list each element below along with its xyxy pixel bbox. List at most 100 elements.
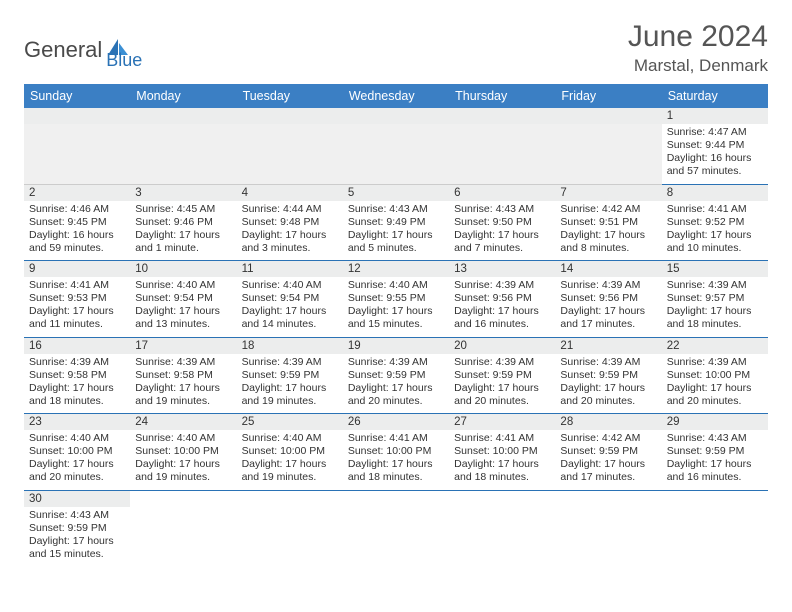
calendar-cell (237, 108, 343, 185)
day-number: 12 (343, 261, 449, 277)
calendar-cell: 9Sunrise: 4:41 AMSunset: 9:53 PMDaylight… (24, 261, 130, 338)
day-number: 24 (130, 414, 236, 430)
day-info: Sunrise: 4:41 AMSunset: 10:00 PMDaylight… (454, 432, 550, 485)
calendar-cell: 8Sunrise: 4:41 AMSunset: 9:52 PMDaylight… (662, 185, 768, 262)
day-info: Sunrise: 4:43 AMSunset: 9:49 PMDaylight:… (348, 203, 444, 256)
calendar-cell: 4 Sunrise: 4:44 AMSunset: 9:48 PMDaylight… (237, 185, 343, 262)
day-info: Sunrise: 4:46 AMSunset: 9:45 PMDaylight:… (29, 203, 125, 256)
calendar-cell: 12 Sunrise: 4:40 AMSunset: 9:55 PMDayligh… (343, 261, 449, 338)
day-info: Sunrise: 4:40 AMSunset: 10:00 PMDaylight… (29, 432, 125, 485)
day-number: 27 (449, 414, 555, 430)
calendar-cell: 17 Sunrise: 4:39 AMSunset: 9:58 PMDayligh… (130, 338, 236, 415)
day-info: Sunrise: 4:39 AMSunset: 9:57 PMDaylight:… (667, 279, 763, 332)
day-number: 20 (449, 338, 555, 354)
day-number: 7 (555, 185, 661, 201)
day-info: Sunrise: 4:39 AMSunset: 9:59 PMDaylight:… (242, 356, 338, 409)
day-number: 1 (662, 108, 768, 124)
weekday-friday: Friday (555, 84, 661, 108)
calendar-cell: 21 Sunrise: 4:39 AMSunset: 9:59 PMDayligh… (555, 338, 661, 415)
calendar-cell (449, 108, 555, 185)
day-number: 9 (24, 261, 130, 277)
day-number: 25 (237, 414, 343, 430)
day-info: Sunrise: 4:40 AMSunset: 9:55 PMDaylight:… (348, 279, 444, 332)
day-number: 30 (24, 491, 130, 507)
day-number: 6 (449, 185, 555, 201)
calendar-cell (24, 108, 130, 185)
day-info: Sunrise: 4:39 AMSunset: 9:58 PMDaylight:… (29, 356, 125, 409)
day-info: Sunrise: 4:40 AMSunset: 10:00 PMDaylight… (242, 432, 338, 485)
day-number: 28 (555, 414, 661, 430)
day-info: Sunrise: 4:39 AMSunset: 9:56 PMDaylight:… (454, 279, 550, 332)
logo-text-blue: Blue (106, 50, 142, 71)
weekday-tuesday: Tuesday (237, 84, 343, 108)
weekday-thursday: Thursday (449, 84, 555, 108)
day-number: 22 (662, 338, 768, 354)
day-info: Sunrise: 4:42 AMSunset: 9:51 PMDaylight:… (560, 203, 656, 256)
day-info: Sunrise: 4:41 AMSunset: 10:00 PMDaylight… (348, 432, 444, 485)
calendar-cell: 29Sunrise: 4:43 AMSunset: 9:59 PMDayligh… (662, 414, 768, 491)
day-info: Sunrise: 4:40 AMSunset: 10:00 PMDaylight… (135, 432, 231, 485)
day-number: 4 (237, 185, 343, 201)
calendar-body: 1 Sunrise: 4:47 AMSunset: 9:44 PMDaylight… (24, 108, 768, 566)
day-number: 8 (662, 185, 768, 201)
title-block: June 2024 Marstal, Denmark (628, 20, 768, 76)
month-title: June 2024 (628, 20, 768, 54)
day-info: Sunrise: 4:39 AMSunset: 9:59 PMDaylight:… (454, 356, 550, 409)
day-number: 29 (662, 414, 768, 430)
day-number: 5 (343, 185, 449, 201)
calendar-cell: 26 Sunrise: 4:41 AMSunset: 10:00 PMDaylig… (343, 414, 449, 491)
calendar-cell: 28 Sunrise: 4:42 AMSunset: 9:59 PMDayligh… (555, 414, 661, 491)
calendar-cell (343, 108, 449, 185)
header: General Blue June 2024 Marstal, Denmark (24, 20, 768, 76)
day-number: 11 (237, 261, 343, 277)
day-info: Sunrise: 4:39 AMSunset: 9:58 PMDaylight:… (135, 356, 231, 409)
calendar-cell (237, 491, 343, 567)
day-info: Sunrise: 4:39 AMSunset: 9:59 PMDaylight:… (348, 356, 444, 409)
day-number: 2 (24, 185, 130, 201)
calendar-cell: 10Sunrise: 4:40 AMSunset: 9:54 PMDayligh… (130, 261, 236, 338)
calendar-cell: 27 Sunrise: 4:41 AMSunset: 10:00 PMDaylig… (449, 414, 555, 491)
day-number: 21 (555, 338, 661, 354)
day-info: Sunrise: 4:39 AMSunset: 9:59 PMDaylight:… (560, 356, 656, 409)
day-info: Sunrise: 4:45 AMSunset: 9:46 PMDaylight:… (135, 203, 231, 256)
calendar-cell: 15 Sunrise: 4:39 AMSunset: 9:57 PMDayligh… (662, 261, 768, 338)
calendar-cell: 13 Sunrise: 4:39 AMSunset: 9:56 PMDayligh… (449, 261, 555, 338)
day-number: 18 (237, 338, 343, 354)
calendar-header-row: Sunday Monday Tuesday Wednesday Thursday… (24, 84, 768, 108)
calendar-cell: 24 Sunrise: 4:40 AMSunset: 10:00 PMDaylig… (130, 414, 236, 491)
day-info: Sunrise: 4:43 AMSunset: 9:59 PMDaylight:… (29, 509, 125, 562)
calendar-cell (555, 108, 661, 185)
day-number: 17 (130, 338, 236, 354)
calendar-cell: 22Sunrise: 4:39 AMSunset: 10:00 PMDaylig… (662, 338, 768, 415)
day-number: 15 (662, 261, 768, 277)
day-number: 14 (555, 261, 661, 277)
calendar-cell: 11 Sunrise: 4:40 AMSunset: 9:54 PMDayligh… (237, 261, 343, 338)
page: General Blue June 2024 Marstal, Denmark … (0, 0, 792, 586)
day-info: Sunrise: 4:43 AMSunset: 9:50 PMDaylight:… (454, 203, 550, 256)
calendar-cell: 25 Sunrise: 4:40 AMSunset: 10:00 PMDaylig… (237, 414, 343, 491)
calendar-cell: 2 Sunrise: 4:46 AMSunset: 9:45 PMDaylight… (24, 185, 130, 262)
day-info: Sunrise: 4:42 AMSunset: 9:59 PMDaylight:… (560, 432, 656, 485)
calendar-cell (130, 491, 236, 567)
calendar-cell: 30 Sunrise: 4:43 AMSunset: 9:59 PMDayligh… (24, 491, 130, 567)
calendar-cell: 23Sunrise: 4:40 AMSunset: 10:00 PMDaylig… (24, 414, 130, 491)
day-info: Sunrise: 4:47 AMSunset: 9:44 PMDaylight:… (667, 126, 763, 179)
day-number: 13 (449, 261, 555, 277)
calendar-cell: 6 Sunrise: 4:43 AMSunset: 9:50 PMDaylight… (449, 185, 555, 262)
calendar-cell (449, 491, 555, 567)
day-info: Sunrise: 4:40 AMSunset: 9:54 PMDaylight:… (135, 279, 231, 332)
calendar-cell: 3Sunrise: 4:45 AMSunset: 9:46 PMDaylight… (130, 185, 236, 262)
calendar-cell (662, 491, 768, 567)
calendar-cell: 5 Sunrise: 4:43 AMSunset: 9:49 PMDaylight… (343, 185, 449, 262)
logo: General Blue (24, 28, 142, 71)
calendar-cell: 16 Sunrise: 4:39 AMSunset: 9:58 PMDayligh… (24, 338, 130, 415)
day-info: Sunrise: 4:40 AMSunset: 9:54 PMDaylight:… (242, 279, 338, 332)
day-number: 26 (343, 414, 449, 430)
day-info: Sunrise: 4:44 AMSunset: 9:48 PMDaylight:… (242, 203, 338, 256)
day-info: Sunrise: 4:39 AMSunset: 9:56 PMDaylight:… (560, 279, 656, 332)
day-number: 16 (24, 338, 130, 354)
calendar-cell: 20 Sunrise: 4:39 AMSunset: 9:59 PMDayligh… (449, 338, 555, 415)
logo-text-general: General (24, 37, 102, 63)
calendar-cell (130, 108, 236, 185)
calendar-cell: 19Sunrise: 4:39 AMSunset: 9:59 PMDayligh… (343, 338, 449, 415)
